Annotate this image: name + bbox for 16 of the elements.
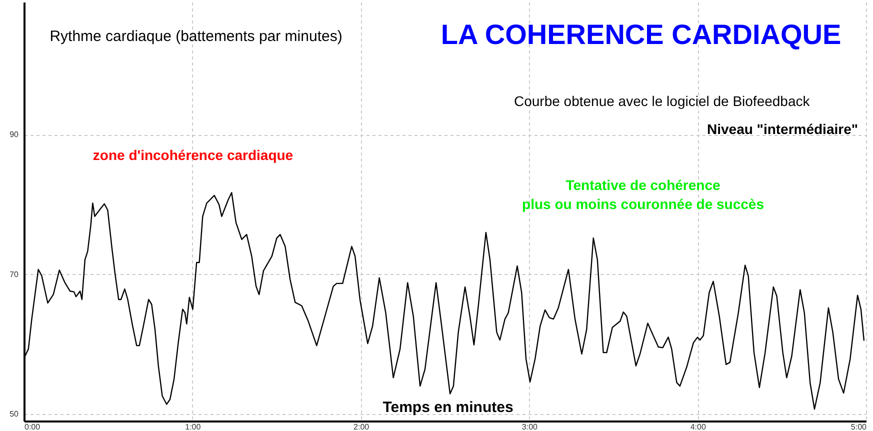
- x-tick-label: 5:00: [850, 422, 868, 431]
- x-axis-title: Temps en minutes: [382, 399, 514, 416]
- y-tick-label: 90: [10, 130, 20, 140]
- annotation: zone d'incohérence cardiaque: [92, 147, 294, 163]
- annotation: Tentative de cohérence plus ou moins couronnée de succès: [522, 177, 764, 212]
- x-tick-label: 3:00: [522, 422, 538, 431]
- y-tick-label: 70: [10, 270, 20, 279]
- x-tick-label: 2:00: [354, 422, 370, 431]
- y-tick-label: 50: [10, 410, 20, 419]
- x-tick-label: 1:00: [185, 422, 202, 431]
- x-tick-label: 0:00: [24, 422, 41, 431]
- text: LA COHERENCE CARDIAQUE: [440, 19, 842, 50]
- text: Courbe obtenue avec le logiciel de Biofeedback: [514, 93, 811, 109]
- y-axis-title: Rythme cardiaque (battements par minutes): [50, 28, 342, 45]
- annotation: Niveau "intermédiaire": [707, 121, 858, 137]
- x-tick-label: 4:00: [690, 422, 706, 431]
